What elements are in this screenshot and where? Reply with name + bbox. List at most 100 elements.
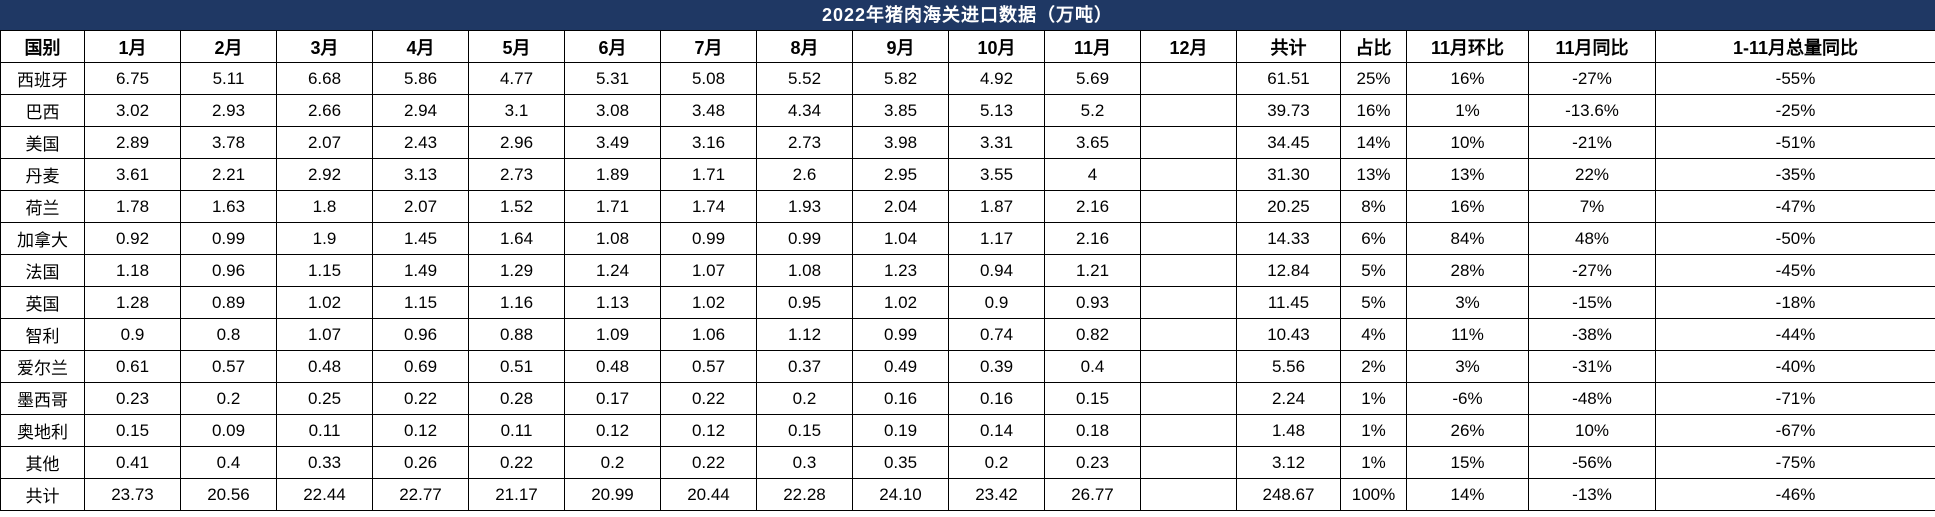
value-cell: 1.63 xyxy=(180,190,277,223)
value-cell: 0.95 xyxy=(756,286,853,319)
country-cell: 加拿大 xyxy=(0,222,85,255)
value-cell: -55% xyxy=(1655,62,1935,95)
value-cell: 6.75 xyxy=(84,62,181,95)
column-header-5: 5月 xyxy=(468,30,565,63)
value-cell: 1.07 xyxy=(276,318,373,351)
value-cell: 0.22 xyxy=(660,382,757,415)
value-cell: 5% xyxy=(1340,286,1407,319)
value-cell: 2.16 xyxy=(1044,222,1141,255)
value-cell: 2.07 xyxy=(372,190,469,223)
value-cell: -48% xyxy=(1528,382,1656,415)
value-cell: 14.33 xyxy=(1236,222,1341,255)
value-cell: 0.16 xyxy=(852,382,949,415)
value-cell: -35% xyxy=(1655,158,1935,191)
value-cell: 3.98 xyxy=(852,126,949,159)
value-cell: 2.6 xyxy=(756,158,853,191)
value-cell: 1.21 xyxy=(1044,254,1141,287)
value-cell: 0.12 xyxy=(372,414,469,447)
value-cell: 0.88 xyxy=(468,318,565,351)
value-cell: -71% xyxy=(1655,382,1935,415)
value-cell: 0.22 xyxy=(468,446,565,479)
value-cell: 1.12 xyxy=(756,318,853,351)
value-cell: -56% xyxy=(1528,446,1656,479)
table-row: 其他 0.41 0.4 0.33 0.26 0.22 0.2 0.22 0.3 0.35 0.2 0.… xyxy=(0,446,1935,479)
value-cell: 0.99 xyxy=(852,318,949,351)
value-cell: -15% xyxy=(1528,286,1656,319)
value-cell: 0.2 xyxy=(756,382,853,415)
column-header-8: 8月 xyxy=(756,30,853,63)
value-cell: 1.15 xyxy=(372,286,469,319)
value-cell: 0.9 xyxy=(84,318,181,351)
value-cell: 2.07 xyxy=(276,126,373,159)
value-cell: 1.02 xyxy=(660,286,757,319)
value-cell: 5.31 xyxy=(564,62,661,95)
column-header-9: 9月 xyxy=(852,30,949,63)
value-cell: 0.57 xyxy=(660,350,757,383)
value-cell: 2.21 xyxy=(180,158,277,191)
value-cell: 0.8 xyxy=(180,318,277,351)
value-cell: 26.77 xyxy=(1044,478,1141,511)
value-cell: 0.22 xyxy=(660,446,757,479)
value-cell: 3.16 xyxy=(660,126,757,159)
value-cell: 5.69 xyxy=(1044,62,1141,95)
value-cell: 5.13 xyxy=(948,94,1045,127)
value-cell: 15% xyxy=(1406,446,1529,479)
value-cell: 3% xyxy=(1406,286,1529,319)
value-cell: 1.17 xyxy=(948,222,1045,255)
value-cell: 100% xyxy=(1340,478,1407,511)
value-cell: 2.89 xyxy=(84,126,181,159)
total-row: 共计 23.73 20.56 22.44 22.77 21.17 20.99 20.44 22.… xyxy=(0,478,1935,511)
value-cell: 4.77 xyxy=(468,62,565,95)
value-cell: 0.14 xyxy=(948,414,1045,447)
value-cell: 5.82 xyxy=(852,62,949,95)
country-cell: 西班牙 xyxy=(0,62,85,95)
value-cell: 0.09 xyxy=(180,414,277,447)
value-cell: -13% xyxy=(1528,478,1656,511)
value-cell xyxy=(1140,222,1237,255)
value-cell: 1% xyxy=(1406,94,1529,127)
value-cell: 0.39 xyxy=(948,350,1045,383)
value-cell: 22.28 xyxy=(756,478,853,511)
value-cell: 1.02 xyxy=(276,286,373,319)
table-row: 爱尔兰 0.61 0.57 0.48 0.69 0.51 0.48 0.57 0.37 0.49 0… xyxy=(0,350,1935,383)
country-cell: 爱尔兰 xyxy=(0,350,85,383)
value-cell: 34.45 xyxy=(1236,126,1341,159)
value-cell xyxy=(1140,94,1237,127)
country-cell: 智利 xyxy=(0,318,85,351)
value-cell: 11% xyxy=(1406,318,1529,351)
value-cell: 0.25 xyxy=(276,382,373,415)
table-row: 西班牙 6.75 5.11 6.68 5.86 4.77 5.31 5.08 5.52 5.82 4… xyxy=(0,62,1935,95)
value-cell: 0.92 xyxy=(84,222,181,255)
value-cell: 16% xyxy=(1406,62,1529,95)
value-cell: -27% xyxy=(1528,62,1656,95)
value-cell xyxy=(1140,62,1237,95)
value-cell: 0.96 xyxy=(180,254,277,287)
value-cell: 1.71 xyxy=(660,158,757,191)
value-cell: 2.73 xyxy=(468,158,565,191)
import-data-table: 国别 1月 2月 3月 4月 5月 6月 7月 8月 9月 10月 11月 12月 共计 占比 11月环比 11… xyxy=(0,30,1935,511)
value-cell: 5.11 xyxy=(180,62,277,95)
value-cell: 0.33 xyxy=(276,446,373,479)
value-cell: 1.28 xyxy=(84,286,181,319)
value-cell: 0.11 xyxy=(276,414,373,447)
value-cell: 10% xyxy=(1406,126,1529,159)
value-cell: -40% xyxy=(1655,350,1935,383)
value-cell: 0.19 xyxy=(852,414,949,447)
value-cell: 8% xyxy=(1340,190,1407,223)
value-cell: 22% xyxy=(1528,158,1656,191)
value-cell: 3.85 xyxy=(852,94,949,127)
column-header-15: 11月环比 xyxy=(1406,30,1529,63)
column-header-12: 12月 xyxy=(1140,30,1237,63)
value-cell: -47% xyxy=(1655,190,1935,223)
value-cell: 1.45 xyxy=(372,222,469,255)
country-cell: 丹麦 xyxy=(0,158,85,191)
value-cell: 4.34 xyxy=(756,94,853,127)
value-cell: 3.48 xyxy=(660,94,757,127)
value-cell: 0.26 xyxy=(372,446,469,479)
value-cell: 13% xyxy=(1406,158,1529,191)
value-cell: 12.84 xyxy=(1236,254,1341,287)
value-cell xyxy=(1140,190,1237,223)
value-cell: 5.2 xyxy=(1044,94,1141,127)
value-cell: 0.74 xyxy=(948,318,1045,351)
value-cell xyxy=(1140,382,1237,415)
